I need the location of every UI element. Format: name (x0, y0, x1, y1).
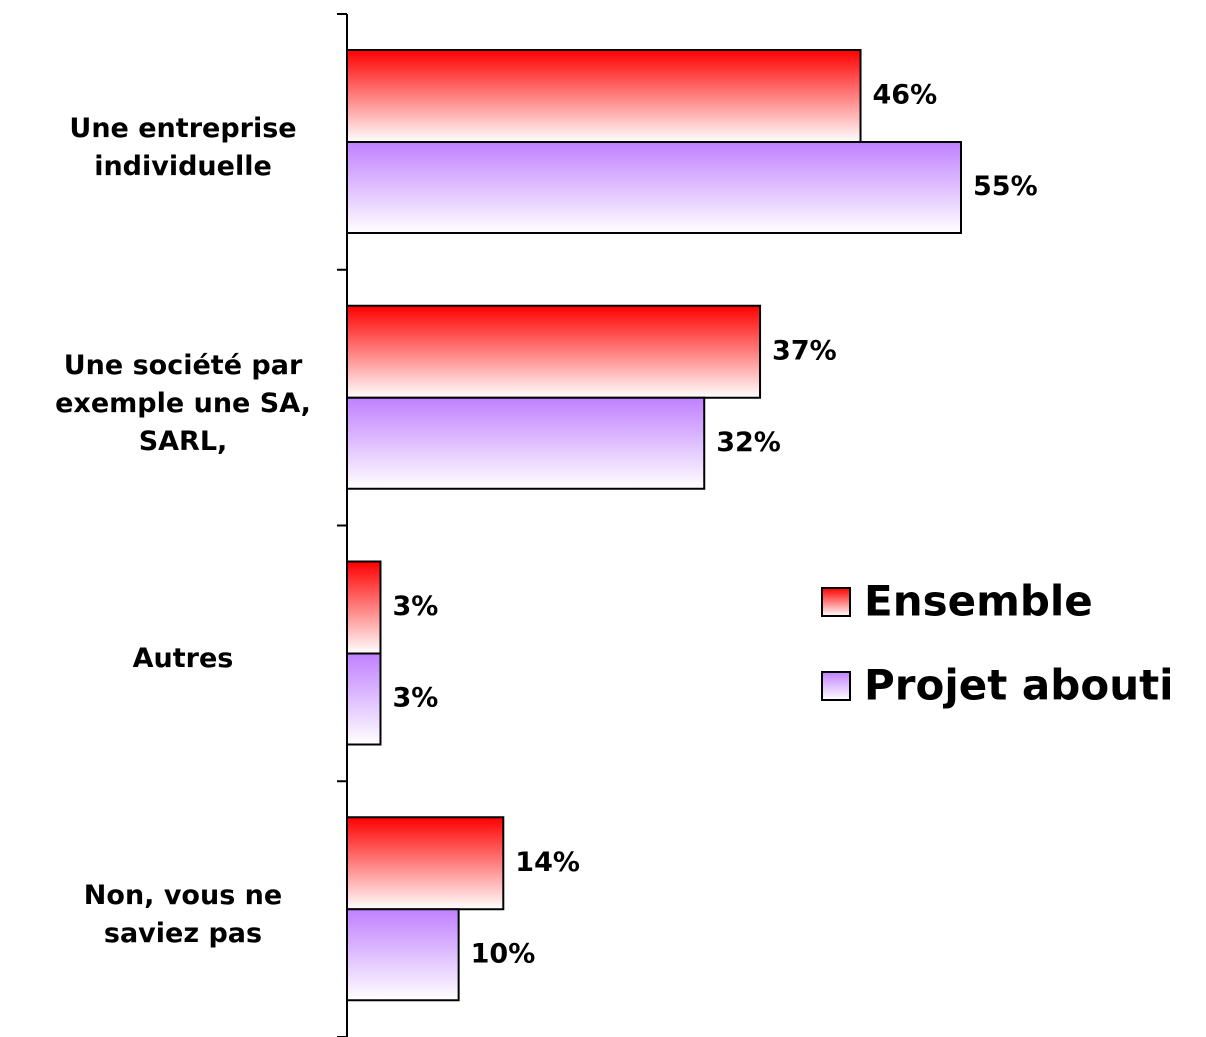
bar (346, 141, 962, 234)
value-label: 10% (471, 938, 536, 969)
value-label: 55% (973, 171, 1038, 202)
bar (346, 396, 706, 490)
legend-label: Projet abouti (864, 661, 1174, 710)
category-label: Autres (132, 643, 234, 675)
legend-swatch (821, 671, 851, 701)
value-label: 46% (873, 80, 938, 111)
legend-swatch (821, 587, 851, 617)
value-label: 37% (772, 335, 837, 366)
bar (346, 652, 382, 746)
category-label: Une entreprise individuelle (69, 112, 297, 182)
value-label: 3% (392, 683, 438, 714)
value-label: 32% (716, 427, 781, 458)
category-label: Une société par exemple une SA, SARL, (55, 349, 311, 457)
bar (346, 560, 382, 655)
value-label: 14% (515, 847, 580, 878)
bar (346, 816, 505, 911)
bar (346, 908, 460, 1002)
value-label: 3% (392, 591, 438, 622)
bar (346, 49, 862, 143)
bar (346, 304, 762, 399)
category-label: Non, vous ne saviez pas (83, 880, 283, 950)
legend-label: Ensemble (864, 577, 1093, 626)
